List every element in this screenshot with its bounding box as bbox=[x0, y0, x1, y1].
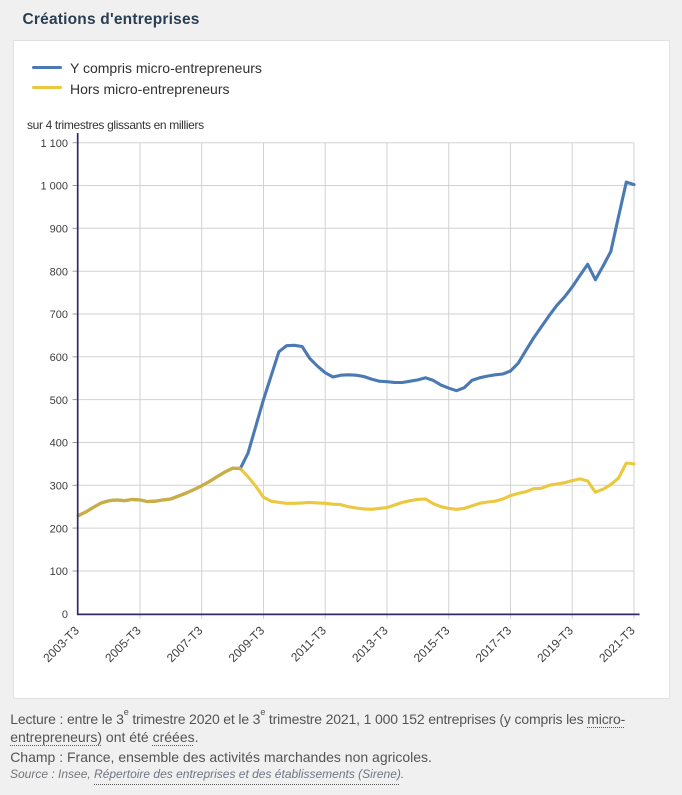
svg-text:2021-T3: 2021-T3 bbox=[596, 623, 638, 665]
svg-text:300: 300 bbox=[50, 481, 68, 493]
svg-text:2007-T3: 2007-T3 bbox=[164, 623, 206, 665]
svg-text:500: 500 bbox=[50, 395, 68, 407]
svg-text:200: 200 bbox=[50, 523, 68, 535]
svg-text:2009-T3: 2009-T3 bbox=[226, 623, 268, 665]
svg-text:900: 900 bbox=[50, 224, 68, 236]
svg-text:2017-T3: 2017-T3 bbox=[473, 623, 515, 665]
svg-text:1 100: 1 100 bbox=[40, 138, 68, 150]
svg-text:100: 100 bbox=[50, 566, 68, 578]
svg-text:2015-T3: 2015-T3 bbox=[411, 623, 453, 665]
svg-text:1 000: 1 000 bbox=[40, 181, 68, 193]
svg-text:700: 700 bbox=[50, 309, 68, 321]
svg-text:800: 800 bbox=[50, 266, 68, 278]
svg-text:400: 400 bbox=[50, 438, 68, 450]
svg-text:2019-T3: 2019-T3 bbox=[534, 623, 576, 665]
svg-text:2013-T3: 2013-T3 bbox=[349, 623, 391, 665]
svg-text:2005-T3: 2005-T3 bbox=[102, 623, 144, 665]
svg-text:600: 600 bbox=[50, 352, 68, 364]
svg-text:sur 4 trimestres glissants en: sur 4 trimestres glissants en milliers bbox=[27, 118, 204, 132]
svg-text:2011-T3: 2011-T3 bbox=[288, 623, 329, 664]
svg-text:2003-T3: 2003-T3 bbox=[40, 623, 82, 665]
svg-text:0: 0 bbox=[62, 609, 68, 621]
